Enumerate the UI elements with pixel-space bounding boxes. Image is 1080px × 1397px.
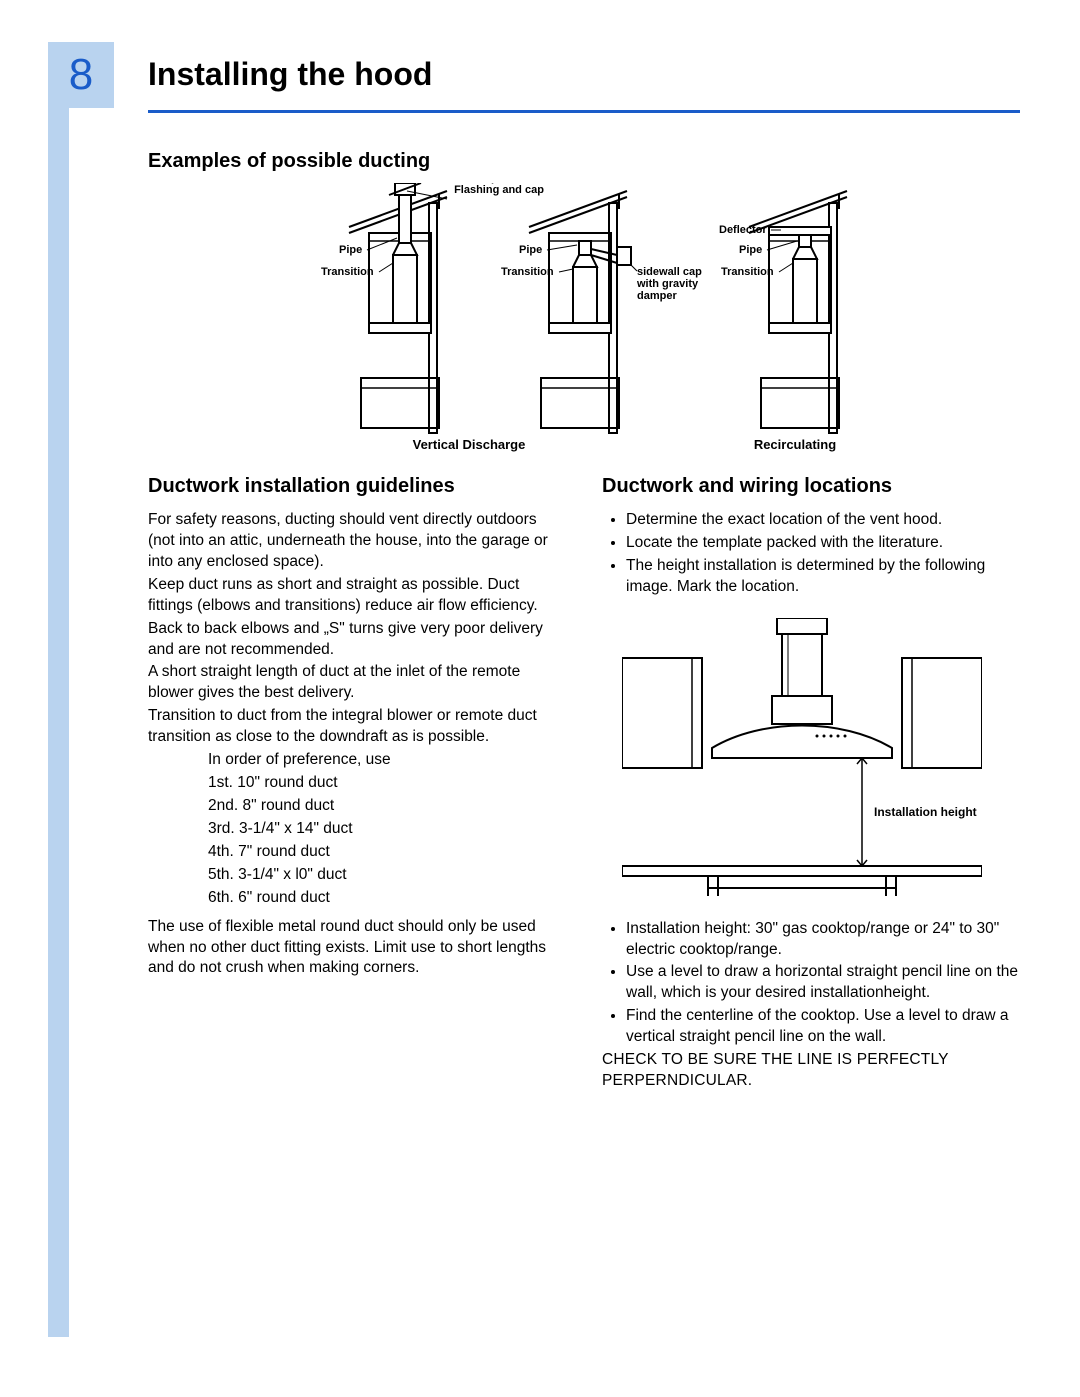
pref-6: 6th. 6" round duct: [208, 888, 566, 909]
loc-b5: Use a level to draw a horizontal straigh…: [626, 962, 1020, 1004]
pref-3: 3rd. 3-1/4" x 14" duct: [208, 819, 566, 840]
title-rule: [148, 110, 1020, 113]
locations-heading: Ductwork and wiring locations: [602, 473, 1020, 500]
page-title: Installing the hood: [148, 56, 432, 93]
loc-b4: Installation height: 30" gas cooktop/ran…: [626, 919, 1020, 961]
pref-5: 5th. 3-1/4" x l0" duct: [208, 865, 566, 886]
caption-recirc: Recirculating: [754, 437, 836, 452]
locations-column: Ductwork and wiring locations Determine …: [602, 473, 1020, 1094]
guidelines-p5: Transition to duct from the integral blo…: [148, 706, 566, 748]
svg-text:sidewall cap with gr: sidewall cap with gravity damper: [636, 266, 705, 302]
svg-text:Roof pitch w/ Flashing: Roof pitch w/ Flashing and cap: [454, 183, 544, 196]
content-area: Examples of possible ducting: [148, 150, 1020, 1337]
svg-text:Deflector: Deflector: [719, 224, 767, 236]
ducting-svg: Pipe Transition Roof pitch w/ Flashing a…: [279, 183, 889, 453]
svg-text:Transition: Transition: [721, 266, 774, 278]
left-stripe: [48, 108, 69, 1337]
svg-text:Pipe: Pipe: [339, 244, 362, 256]
pref-1: 1st. 10" round duct: [208, 773, 566, 794]
guidelines-p2: Keep duct runs as short and straight as …: [148, 575, 566, 617]
loc-b3: The height installation is determined by…: [626, 556, 1020, 598]
guidelines-p4: A short straight length of duct at the i…: [148, 662, 566, 704]
guidelines-p6: The use of flexible metal round duct sho…: [148, 917, 566, 980]
ducting-diagrams: Pipe Transition Roof pitch w/ Flashing a…: [279, 183, 889, 453]
svg-text:Transition: Transition: [501, 266, 554, 278]
loc-b6: Find the centerline of the cooktop. Use …: [626, 1006, 1020, 1048]
loc-b2: Locate the template packed with the lite…: [626, 533, 1020, 554]
svg-text:Pipe: Pipe: [739, 244, 762, 256]
loc-b1: Determine the exact location of the vent…: [626, 510, 1020, 531]
guidelines-p3: Back to back elbows and „S" turns give v…: [148, 619, 566, 661]
pref-2: 2nd. 8" round duct: [208, 796, 566, 817]
install-height-label: Installation height: [874, 805, 977, 819]
guidelines-p1: For safety reasons, ducting should vent …: [148, 510, 566, 573]
pref-4: 4th. 7" round duct: [208, 842, 566, 863]
perpendicular-warning: CHECK TO BE SURE THE LINE IS PERFECTLY P…: [602, 1050, 1020, 1092]
page-number: 8: [48, 42, 114, 108]
caption-vertical: Vertical Discharge: [413, 437, 526, 452]
installation-height-figure: Installation height: [622, 618, 1020, 905]
svg-text:Transition: Transition: [321, 266, 374, 278]
ducting-examples-heading: Examples of possible ducting: [148, 150, 1020, 173]
guidelines-heading: Ductwork installation guidelines: [148, 473, 566, 500]
svg-text:Pipe: Pipe: [519, 244, 542, 256]
pref-intro: In order of preference, use: [208, 750, 566, 771]
duct-preference-list: In order of preference, use 1st. 10" rou…: [208, 750, 566, 908]
guidelines-column: Ductwork installation guidelines For saf…: [148, 473, 566, 1094]
